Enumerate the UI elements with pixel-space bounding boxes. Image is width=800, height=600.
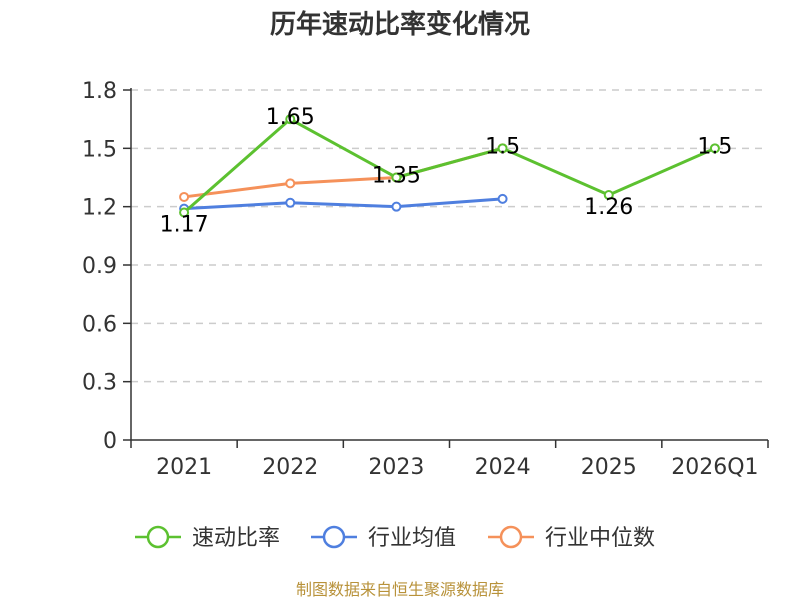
y-tick-label: 1.2 [82,196,117,221]
source-note: 制图数据来自恒生聚源数据库 [296,580,504,599]
y-tick-label: 0 [103,429,117,454]
y-tick-label: 0.6 [82,312,117,337]
data-label: 1.26 [584,195,633,220]
series-line-1 [184,197,503,211]
data-label: 1.65 [266,105,315,130]
x-tick-label: 2024 [475,455,531,480]
data-point [497,143,508,154]
data-point [179,191,190,202]
y-tick-label: 0.9 [82,254,117,279]
data-point [285,197,296,208]
data-point [497,193,508,204]
series-line-2 [183,146,503,199]
y-tick-label: 1.8 [82,79,117,104]
x-tick-label: 2025 [581,455,637,480]
y-tick-label: 1.5 [82,137,117,162]
legend-marker [499,525,523,549]
data-label: 1.17 [160,213,209,238]
data-point [285,114,296,125]
data-point [709,143,720,154]
legend-label: 行业均值 [368,526,456,551]
axes: 0 0.3 0.6 0.9 1.2 1.5 1.8 2021 2022 2023 2024 2025 2… [82,79,769,480]
data-label: 1.5 [697,134,732,159]
legend-marker [146,525,170,549]
legend-label: 速动比率 [192,526,280,551]
y-tick-label: 0.3 [82,371,117,396]
x-tick-label: 2021 [156,455,212,480]
data-labels: 1.17 1.65 1.35 1.5 1.26 1.5 [160,105,733,237]
x-tick-label: 2023 [368,455,424,480]
series-line-0 [183,117,716,214]
data-point [603,190,614,200]
x-tick-label: 2022 [262,455,318,480]
data-label: 1.35 [372,164,421,189]
x-tick-label: 2026Q1 [671,455,758,480]
data-point [391,172,402,183]
legend-label: 行业中位数 [545,526,655,551]
chart-title: 历年速动比率变化情况 [270,9,530,40]
data-point [179,207,190,218]
grid-lines [131,89,768,383]
data-point [285,178,296,189]
series-lines [179,114,720,218]
legend-marker [322,525,346,549]
data-point [391,201,402,212]
data-label: 1.5 [485,134,520,159]
legend: 速动比率 行业均值 行业中位数 [135,525,655,551]
